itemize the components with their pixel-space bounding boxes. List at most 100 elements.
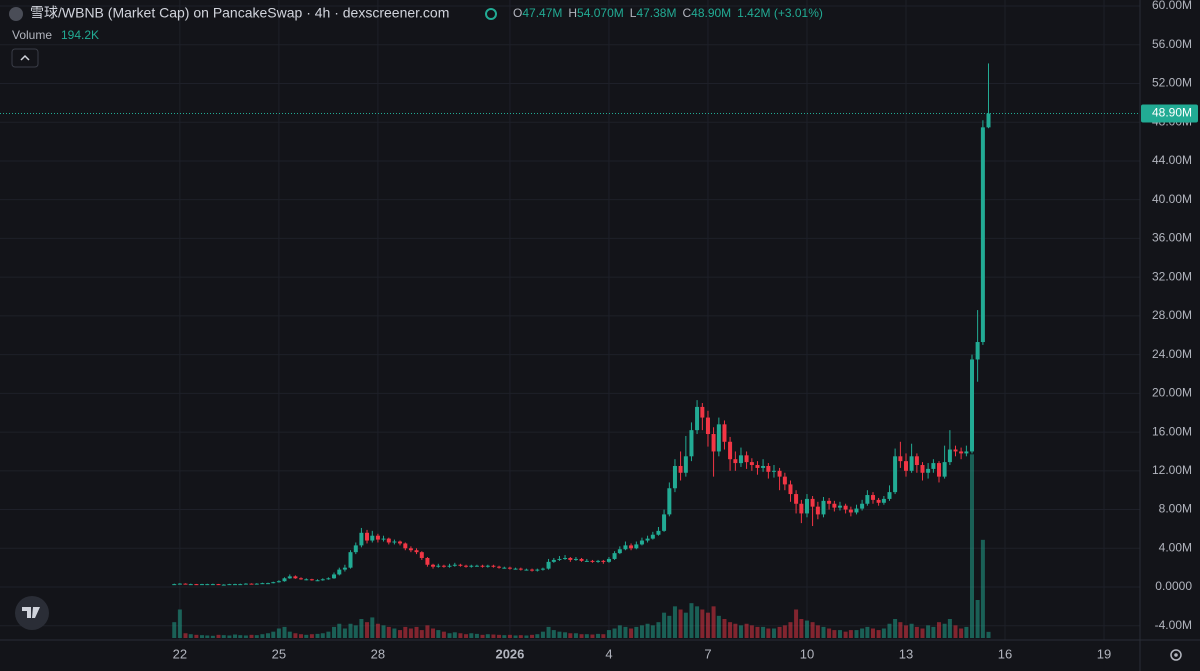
status-dot	[485, 8, 497, 20]
volume-bar	[827, 628, 832, 638]
volume-bar	[975, 600, 980, 638]
volume-bar	[546, 626, 551, 638]
candle-body	[573, 558, 578, 560]
y-tick-label: 0.0000	[1155, 579, 1192, 593]
candle-body	[986, 113, 991, 128]
volume-bar	[634, 626, 639, 638]
candle-body	[425, 557, 430, 565]
candle-body	[914, 456, 919, 466]
volume-bar	[188, 634, 193, 638]
logo-mark[interactable]	[22, 607, 40, 618]
candle-body	[810, 498, 815, 507]
candle-body	[447, 565, 452, 567]
volume-bar	[914, 626, 919, 638]
candle-body	[909, 456, 914, 471]
candle-body	[777, 470, 782, 477]
candle-body	[464, 565, 469, 567]
y-tick-label: 28.00M	[1152, 308, 1192, 322]
candle-body	[304, 579, 309, 581]
settings-button[interactable]	[1170, 649, 1182, 661]
tv-logo[interactable]	[15, 596, 49, 630]
y-tick-label: 16.00M	[1152, 424, 1192, 438]
candle-body	[370, 535, 375, 541]
candle-body	[733, 459, 738, 464]
candle-body	[596, 560, 601, 562]
collapse-button[interactable]	[11, 48, 39, 68]
volume-bar	[342, 628, 347, 638]
candle-body	[210, 584, 215, 586]
ohlc-value: 48.90M	[691, 6, 731, 20]
volume-bar	[414, 626, 419, 638]
volume-bar	[568, 633, 573, 638]
volume-bar	[876, 630, 881, 638]
volume-bar	[959, 628, 964, 638]
volume-bar	[177, 609, 182, 638]
volume-bar	[947, 619, 952, 638]
volume-bar	[881, 628, 886, 638]
candle-body	[249, 583, 254, 585]
last-price-label: 48.90M	[1152, 106, 1192, 120]
chevron-icon[interactable]	[20, 54, 30, 61]
candle-body	[254, 583, 259, 585]
candle-body	[848, 509, 853, 513]
candle-body	[975, 342, 980, 360]
volume-bar	[452, 632, 457, 638]
gear-center[interactable]	[1174, 653, 1178, 657]
volume-bar	[243, 635, 248, 638]
volume-bar	[755, 626, 760, 638]
candle-body	[188, 584, 193, 586]
candle-body	[232, 584, 237, 586]
volume-bar	[398, 630, 403, 638]
candle-body	[568, 557, 573, 560]
candle-body	[672, 465, 677, 489]
candle-body	[205, 584, 210, 586]
candle-body	[804, 498, 809, 514]
volume-bar	[865, 626, 870, 638]
volume-bar	[733, 623, 738, 638]
volume-bar	[837, 630, 842, 638]
gear-icon[interactable]	[1170, 649, 1182, 661]
candle-body	[243, 583, 248, 585]
candle-body	[282, 578, 287, 582]
candle-body	[419, 552, 424, 558]
ohlc-value: 47.47M	[522, 6, 562, 20]
volume-bar	[672, 606, 677, 638]
volume-bar	[497, 634, 502, 638]
candle-body	[452, 564, 457, 566]
candle-body	[980, 127, 985, 343]
candle-body	[953, 449, 958, 452]
candle-body	[194, 584, 199, 586]
candle-body	[584, 560, 589, 562]
ohlc-key: L	[630, 6, 637, 20]
y-tick-label: 24.00M	[1152, 347, 1192, 361]
candle-body	[403, 543, 408, 549]
candle-body	[276, 581, 281, 583]
volume-bar	[431, 628, 436, 638]
candle-body	[738, 455, 743, 464]
volume-bar	[205, 635, 210, 638]
candle-body	[216, 584, 221, 586]
volume-bar	[425, 625, 430, 638]
candle-body	[507, 567, 512, 569]
candle-body	[266, 583, 271, 585]
candle-body	[870, 495, 875, 500]
candle-body	[386, 538, 391, 543]
volume-bar	[590, 634, 595, 638]
logo-circle[interactable]	[15, 596, 49, 630]
volume-bar	[535, 634, 540, 638]
volume-bar	[749, 625, 754, 638]
candle-body	[287, 576, 292, 579]
volume-bar	[656, 622, 661, 638]
ohlc-value: 54.070M	[577, 6, 624, 20]
candle-body	[474, 565, 479, 567]
candle-body	[332, 574, 337, 579]
y-tick-label: 20.00M	[1152, 386, 1192, 400]
button-frame[interactable]	[11, 48, 39, 68]
volume-bar	[227, 635, 232, 638]
volume-bar	[365, 622, 370, 638]
volume-bar	[309, 634, 314, 638]
candle-body	[315, 580, 320, 582]
volume-bar	[287, 631, 292, 638]
x-tick-label: 22	[173, 646, 187, 661]
